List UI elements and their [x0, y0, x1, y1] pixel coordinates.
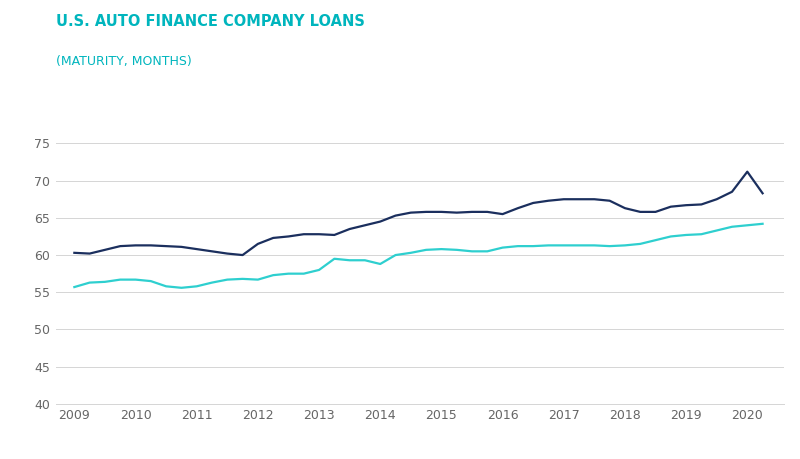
New Car Loans [650, 209, 660, 215]
New Car Loans [390, 213, 400, 218]
Used Car Loans [238, 276, 247, 282]
New Car Loans [284, 234, 294, 239]
New Car Loans [758, 190, 767, 196]
Used Car Loans [100, 279, 110, 285]
New Car Loans [146, 243, 156, 248]
New Car Loans [590, 196, 599, 202]
Used Car Loans [620, 243, 630, 248]
New Car Loans [330, 232, 339, 238]
New Car Loans [360, 223, 370, 228]
Text: (MATURITY, MONTHS): (MATURITY, MONTHS) [56, 55, 192, 68]
New Car Loans [528, 200, 538, 206]
New Car Loans [222, 251, 232, 256]
Used Car Loans [177, 285, 186, 291]
New Car Loans [100, 247, 110, 252]
Legend: New Car Loans, Used Car Loans: New Car Loans, Used Car Loans [62, 457, 348, 459]
New Car Loans [70, 250, 79, 256]
Used Car Loans [574, 243, 584, 248]
Used Car Loans [406, 250, 416, 256]
Used Car Loans [162, 284, 171, 289]
New Car Loans [559, 196, 569, 202]
Used Car Loans [742, 223, 752, 228]
Used Car Loans [682, 232, 691, 238]
Line: New Car Loans: New Car Loans [74, 172, 762, 255]
New Car Loans [666, 204, 676, 209]
New Car Loans [513, 206, 522, 211]
New Car Loans [498, 211, 507, 217]
Used Car Loans [452, 247, 462, 252]
Used Car Loans [375, 261, 385, 267]
New Car Loans [682, 202, 691, 208]
Used Car Loans [513, 243, 522, 249]
Used Car Loans [544, 243, 554, 248]
Used Car Loans [192, 284, 202, 289]
Used Car Loans [146, 278, 156, 284]
New Car Loans [207, 249, 217, 254]
New Car Loans [115, 243, 125, 249]
Used Car Loans [299, 271, 309, 276]
Used Car Loans [559, 243, 569, 248]
Used Car Loans [115, 277, 125, 282]
New Car Loans [605, 198, 614, 203]
Used Car Loans [650, 237, 660, 243]
Used Car Loans [635, 241, 645, 246]
New Car Loans [162, 243, 171, 249]
Used Car Loans [498, 245, 507, 250]
Used Car Loans [422, 247, 431, 252]
New Car Loans [192, 246, 202, 252]
Used Car Loans [85, 280, 94, 285]
Used Car Loans [268, 272, 278, 278]
New Car Loans [314, 231, 324, 237]
Used Car Loans [207, 280, 217, 285]
New Car Loans [406, 210, 416, 215]
New Car Loans [727, 189, 737, 195]
Used Car Loans [467, 249, 477, 254]
New Car Loans [299, 231, 309, 237]
Used Car Loans [697, 231, 706, 237]
New Car Loans [452, 210, 462, 215]
Used Car Loans [222, 277, 232, 282]
New Car Loans [268, 235, 278, 241]
Used Car Loans [390, 252, 400, 258]
Used Car Loans [605, 243, 614, 249]
New Car Loans [177, 244, 186, 250]
New Car Loans [467, 209, 477, 215]
Used Car Loans [666, 234, 676, 239]
Used Car Loans [345, 257, 354, 263]
New Car Loans [130, 243, 140, 248]
Used Car Loans [130, 277, 140, 282]
New Car Loans [437, 209, 446, 215]
Used Car Loans [758, 221, 767, 227]
Used Car Loans [528, 243, 538, 249]
Line: Used Car Loans: Used Car Loans [74, 224, 762, 288]
New Car Loans [422, 209, 431, 215]
New Car Loans [544, 198, 554, 203]
Used Car Loans [590, 243, 599, 248]
Used Car Loans [482, 249, 492, 254]
New Car Loans [482, 209, 492, 215]
New Car Loans [85, 251, 94, 256]
New Car Loans [253, 241, 262, 246]
New Car Loans [345, 226, 354, 232]
Used Car Loans [360, 257, 370, 263]
Used Car Loans [727, 224, 737, 230]
New Car Loans [238, 252, 247, 258]
Used Car Loans [70, 284, 79, 290]
New Car Loans [620, 206, 630, 211]
Used Car Loans [712, 228, 722, 233]
Used Car Loans [284, 271, 294, 276]
Used Car Loans [253, 277, 262, 282]
New Car Loans [697, 202, 706, 207]
New Car Loans [375, 219, 385, 224]
Used Car Loans [330, 256, 339, 262]
New Car Loans [712, 196, 722, 202]
New Car Loans [635, 209, 645, 215]
Used Car Loans [314, 267, 324, 273]
Text: U.S. AUTO FINANCE COMPANY LOANS: U.S. AUTO FINANCE COMPANY LOANS [56, 14, 365, 29]
New Car Loans [574, 196, 584, 202]
Used Car Loans [437, 246, 446, 252]
New Car Loans [742, 169, 752, 174]
